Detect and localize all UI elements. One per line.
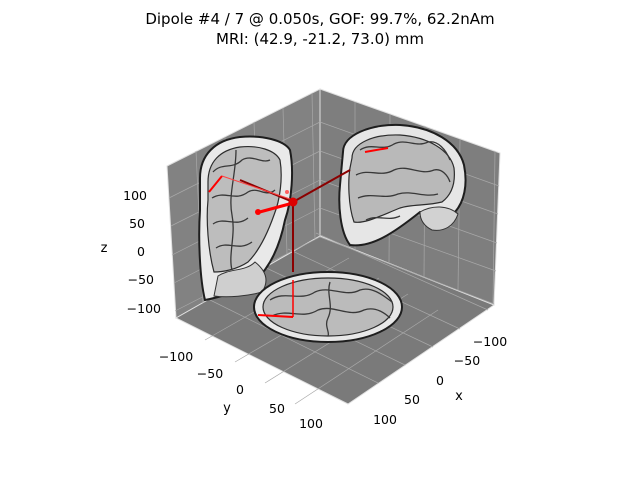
y-tick-label: 100 [299,416,323,431]
title-line-2: MRI: (42.9, -21.2, 73.0) mm [216,30,424,48]
y-axis-label: y [223,401,231,416]
x-axis: −100 −50 0 50 100 x [373,334,507,427]
dipole-arrow-main [255,201,294,215]
z-tick-label: 50 [129,216,145,231]
coronal-projection-line [221,175,294,201]
z-tick-label: −50 [128,272,154,287]
y-tick-label: −50 [197,366,223,381]
dipole-ghost-point [285,190,289,194]
z-tick-label: 0 [137,244,145,259]
y-tick-label: 0 [236,382,244,397]
axial-slice [253,271,403,343]
y-tick-label: −100 [159,349,193,364]
coronal-slice [198,135,294,302]
title-line-1: Dipole #4 / 7 @ 0.050s, GOF: 99.7%, 62.2… [145,10,494,28]
z-tick-label: 100 [123,188,147,203]
y-tick-label: 50 [269,401,285,416]
dipole-point [288,197,298,207]
x-axis-label: x [455,389,463,404]
x-tick-label: 50 [404,392,420,407]
dipole-markers [208,147,389,318]
y-axis: −100 −50 0 50 100 y [159,349,323,431]
x-tick-label: −100 [473,334,507,349]
z-axis-label: z [101,241,108,256]
x-tick-label: 0 [436,373,444,388]
dipole-arrow-sagittal [364,147,389,153]
sagittal-slice [338,123,467,247]
z-tick-label: −100 [127,301,161,316]
x-tick-label: 100 [373,412,397,427]
dipole-arrow-coronal [208,175,223,193]
x-tick-label: −50 [454,353,480,368]
dipole-arrow-axial [257,314,294,318]
dipole-arrowhead [255,209,261,215]
crosshair-x-line [292,169,351,203]
z-axis: 100 50 0 −50 −100 z [101,188,161,316]
